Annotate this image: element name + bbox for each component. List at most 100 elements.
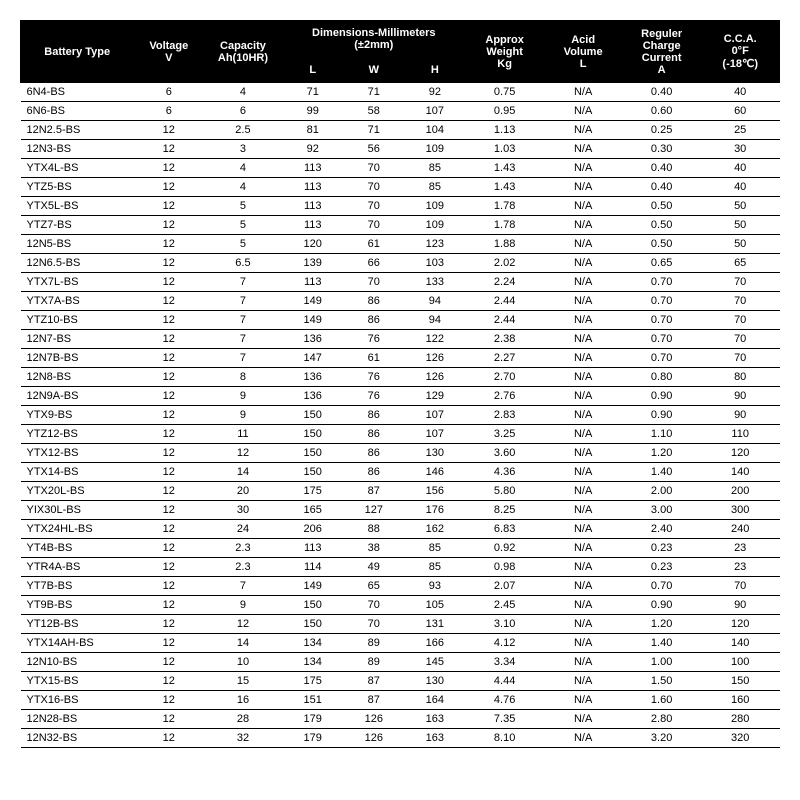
table-cell: 2.40 [622, 520, 701, 539]
table-row: YTX15-BS1215175871304.44N/A1.50150 [21, 672, 780, 691]
table-cell: YTX14-BS [21, 463, 134, 482]
table-cell: YT4B-BS [21, 539, 134, 558]
table-cell: 85 [404, 558, 465, 577]
table-cell: YTX4L-BS [21, 159, 134, 178]
table-cell: 94 [404, 311, 465, 330]
table-row: 6N4-BS647171920.75N/A0.4040 [21, 83, 780, 102]
table-cell: 32 [204, 729, 283, 748]
table-cell: 10 [204, 653, 283, 672]
table-cell: 175 [282, 482, 343, 501]
table-cell: YTX9-BS [21, 406, 134, 425]
table-cell: 12N7B-BS [21, 349, 134, 368]
table-cell: 3.00 [622, 501, 701, 520]
table-row: 12N2.5-BS122.581711041.13N/A0.2525 [21, 121, 780, 140]
table-cell: 4 [204, 83, 283, 102]
table-cell: 7 [204, 292, 283, 311]
table-row: YT4B-BS122.311338850.92N/A0.2323 [21, 539, 780, 558]
table-cell: 70 [343, 178, 404, 197]
table-cell: 6N6-BS [21, 102, 134, 121]
table-cell: 130 [404, 672, 465, 691]
table-cell: 206 [282, 520, 343, 539]
table-cell: 80 [701, 368, 780, 387]
table-cell: 70 [701, 311, 780, 330]
table-cell: 0.60 [622, 102, 701, 121]
table-cell: 87 [343, 672, 404, 691]
table-cell: 2.44 [465, 292, 544, 311]
table-cell: 2.45 [465, 596, 544, 615]
table-cell: 6N4-BS [21, 83, 134, 102]
table-row: YIX30L-BS12301651271768.25N/A3.00300 [21, 501, 780, 520]
table-cell: 70 [343, 216, 404, 235]
table-cell: N/A [544, 368, 623, 387]
table-cell: 50 [701, 216, 780, 235]
table-cell: N/A [544, 615, 623, 634]
table-cell: 136 [282, 330, 343, 349]
table-cell: 2.5 [204, 121, 283, 140]
table-cell: 12 [134, 482, 204, 501]
table-cell: N/A [544, 197, 623, 216]
table-cell: 12 [134, 140, 204, 159]
table-cell: YT7B-BS [21, 577, 134, 596]
table-cell: 0.40 [622, 83, 701, 102]
table-cell: 163 [404, 729, 465, 748]
table-cell: 12 [134, 444, 204, 463]
table-body: 6N4-BS647171920.75N/A0.40406N6-BS6699581… [21, 83, 780, 748]
table-cell: N/A [544, 444, 623, 463]
table-cell: 107 [404, 406, 465, 425]
table-row: YTX20L-BS1220175871565.80N/A2.00200 [21, 482, 780, 501]
table-cell: 3 [204, 140, 283, 159]
table-cell: 175 [282, 672, 343, 691]
table-cell: 86 [343, 311, 404, 330]
table-cell: 9 [204, 406, 283, 425]
table-cell: 92 [282, 140, 343, 159]
table-cell: 3.25 [465, 425, 544, 444]
table-cell: 109 [404, 197, 465, 216]
table-cell: 70 [343, 596, 404, 615]
table-cell: N/A [544, 159, 623, 178]
table-cell: 280 [701, 710, 780, 729]
table-cell: 0.90 [622, 406, 701, 425]
table-cell: 12 [204, 444, 283, 463]
table-cell: 16 [204, 691, 283, 710]
table-cell: 2.3 [204, 539, 283, 558]
table-cell: 150 [282, 444, 343, 463]
table-cell: 4.12 [465, 634, 544, 653]
table-cell: 126 [404, 368, 465, 387]
table-cell: 179 [282, 710, 343, 729]
table-cell: 1.43 [465, 159, 544, 178]
table-cell: 12N9A-BS [21, 387, 134, 406]
table-cell: 0.98 [465, 558, 544, 577]
table-cell: 9 [204, 596, 283, 615]
table-cell: 12N32-BS [21, 729, 134, 748]
table-cell: 150 [282, 425, 343, 444]
table-cell: 149 [282, 311, 343, 330]
table-cell: 12 [134, 729, 204, 748]
table-cell: N/A [544, 558, 623, 577]
table-cell: 30 [204, 501, 283, 520]
table-cell: 85 [404, 178, 465, 197]
table-cell: YTX20L-BS [21, 482, 134, 501]
table-cell: 12 [134, 178, 204, 197]
table-cell: 15 [204, 672, 283, 691]
table-cell: YT12B-BS [21, 615, 134, 634]
table-cell: 2.80 [622, 710, 701, 729]
table-cell: N/A [544, 520, 623, 539]
table-cell: 12 [134, 406, 204, 425]
table-cell: 12 [134, 558, 204, 577]
table-row: YTZ5-BS12411370851.43N/A0.4040 [21, 178, 780, 197]
table-row: YTZ10-BS12714986942.44N/A0.7070 [21, 311, 780, 330]
header-voltage: VoltageV [134, 21, 204, 83]
table-cell: YTZ5-BS [21, 178, 134, 197]
table-cell: N/A [544, 311, 623, 330]
table-cell: 150 [282, 463, 343, 482]
table-cell: 9 [204, 387, 283, 406]
table-row: YTX5L-BS125113701091.78N/A0.5050 [21, 197, 780, 216]
table-cell: N/A [544, 406, 623, 425]
table-cell: 2.38 [465, 330, 544, 349]
table-cell: 127 [343, 501, 404, 520]
table-cell: 1.78 [465, 197, 544, 216]
header-cca: C.C.A.0°F(-18℃) [701, 21, 780, 83]
table-cell: 12 [134, 577, 204, 596]
table-cell: 3.34 [465, 653, 544, 672]
table-cell: 103 [404, 254, 465, 273]
